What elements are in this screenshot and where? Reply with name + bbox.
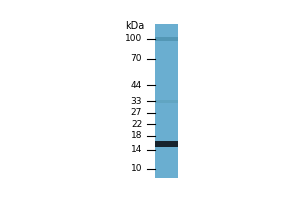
Text: kDa: kDa: [125, 21, 145, 31]
Text: 33: 33: [130, 97, 142, 106]
Text: 22: 22: [131, 120, 142, 129]
Bar: [155, 141, 178, 147]
Text: 70: 70: [130, 54, 142, 63]
Bar: [155, 100, 178, 103]
Bar: [155, 37, 178, 41]
Text: 14: 14: [131, 145, 142, 154]
Text: 100: 100: [125, 34, 142, 43]
Text: 10: 10: [130, 164, 142, 173]
Text: 27: 27: [131, 108, 142, 117]
Text: 44: 44: [131, 81, 142, 90]
Bar: [155, 24, 178, 178]
Text: 18: 18: [130, 131, 142, 140]
